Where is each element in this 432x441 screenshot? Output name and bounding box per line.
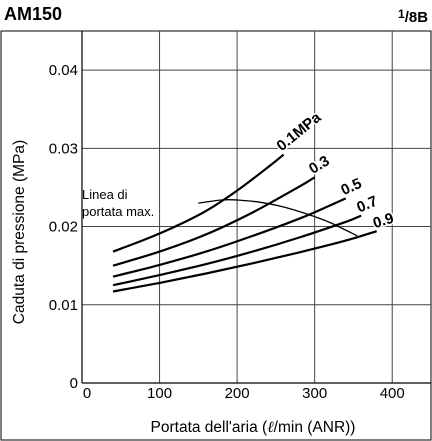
chart-title: AM150 — [4, 4, 62, 24]
series-line — [112, 176, 316, 267]
x-tick-label: 400 — [380, 385, 405, 402]
axes — [81, 31, 431, 384]
y-tick-label: 0 — [70, 375, 78, 392]
x-axis-label-suffix: /min (ANR)) — [274, 419, 356, 436]
max-flow-label-line2: portata max. — [82, 204, 154, 219]
tick-labels: 0 100 200 300 400 0 0.01 0.02 0.03 0.04 — [49, 62, 405, 402]
series-line — [112, 153, 285, 253]
x-axis-label-unit: ℓ — [267, 419, 274, 436]
x-axis-label-prefix: Portata dell'aria ( — [151, 419, 269, 436]
x-tick-label: 200 — [225, 385, 250, 402]
series-label: 0.5 — [338, 175, 364, 199]
y-axis-label: Caduta di pressione (MPa) — [11, 140, 28, 324]
port-size-denominator: /8B — [405, 9, 429, 26]
series-label: 0.7 — [354, 193, 380, 217]
y-tick-label: 0.02 — [49, 219, 78, 236]
series-line — [112, 197, 347, 278]
series-label: 0.3 — [306, 152, 333, 177]
port-size-label: 1/8B — [398, 7, 428, 26]
x-tick-label: 0 — [83, 385, 91, 402]
port-size-numerator: 1 — [398, 7, 405, 21]
max-flow-curve — [198, 198, 358, 237]
series-line — [112, 214, 362, 287]
y-tick-label: 0.01 — [49, 297, 78, 314]
max-flow-group — [198, 198, 358, 237]
grid — [82, 31, 431, 383]
max-flow-label-line1: Linea di — [82, 187, 128, 202]
y-tick-label: 0.04 — [49, 62, 78, 79]
series-label: 0.1MPa — [273, 109, 324, 155]
series-line — [112, 230, 378, 293]
y-tick-label: 0.03 — [49, 140, 78, 157]
x-tick-label: 100 — [147, 385, 172, 402]
outer-frame — [0, 30, 432, 441]
x-tick-label: 300 — [302, 385, 327, 402]
x-axis-label: Portata dell'aria (ℓ/min (ANR)) — [151, 419, 356, 436]
